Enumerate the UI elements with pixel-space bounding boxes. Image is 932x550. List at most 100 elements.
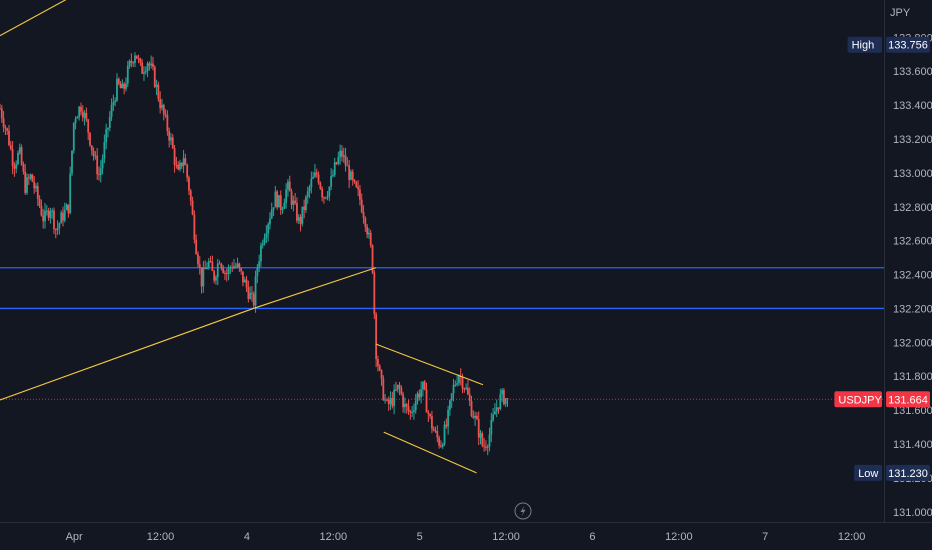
- candle-body-234: [420, 389, 423, 398]
- candle-body-55: [98, 174, 100, 176]
- candle-body-37: [65, 204, 68, 210]
- candle-body-70: [125, 83, 127, 89]
- candle-body-232: [416, 393, 419, 401]
- candle-body-58: [103, 142, 106, 159]
- candle-body-40: [71, 150, 73, 174]
- candle-body-18: [31, 174, 34, 182]
- y-tick-label: 132.800: [893, 202, 932, 214]
- candle-body-278: [499, 394, 502, 410]
- candle-body-86: [153, 66, 156, 87]
- candle-body-75: [134, 55, 136, 63]
- candle-body-222: [398, 384, 401, 388]
- candle-body-266: [477, 419, 480, 438]
- candle-body-209: [375, 314, 378, 360]
- candle-body-85: [152, 63, 154, 67]
- candle-body-150: [269, 218, 271, 225]
- candle-body-171: [306, 191, 309, 197]
- candle-body-38: [67, 204, 70, 214]
- candles: [0, 52, 509, 456]
- y-tick-label: 131.800: [893, 371, 932, 383]
- candle-body-143: [256, 267, 259, 277]
- horizontal-levels: [0, 267, 884, 310]
- candle-body-68: [121, 83, 124, 89]
- candle-body-123: [220, 263, 223, 268]
- candle-body-145: [260, 245, 262, 262]
- candle-body-225: [404, 403, 406, 408]
- candle-body-5: [8, 130, 10, 146]
- candle-body-186: [333, 162, 336, 175]
- candle-body-17: [29, 174, 32, 179]
- candle-body-139: [249, 292, 252, 299]
- candle-body-81: [144, 71, 147, 73]
- candle-body-179: [321, 188, 324, 198]
- candle-body-192: [344, 155, 347, 166]
- candle-body-177: [317, 174, 320, 183]
- candle-body-99: [177, 164, 180, 170]
- candle-body-262: [470, 400, 473, 417]
- candle-body-49: [87, 119, 90, 133]
- candle-body-101: [180, 162, 183, 167]
- candle-body-216: [387, 399, 390, 405]
- price-tag-value: 131.664: [888, 394, 928, 406]
- candle-body-80: [143, 72, 145, 74]
- candle-body-57: [101, 158, 104, 169]
- candle-body-277: [497, 407, 500, 410]
- candle-body-173: [310, 178, 313, 188]
- candle-body-109: [195, 239, 198, 254]
- candle-body-230: [413, 410, 415, 412]
- candle-body-183: [328, 186, 331, 196]
- candle-body-204: [366, 226, 369, 235]
- price-tag-low: Low 131.230: [854, 464, 930, 481]
- candle-body-163: [292, 200, 295, 205]
- y-tick-label: 133.400: [893, 100, 932, 112]
- candle-body-261: [468, 394, 471, 401]
- candle-body-155: [278, 195, 280, 208]
- candle-body-189: [339, 150, 342, 158]
- candle-body-140: [251, 292, 253, 294]
- x-tick-label: 4: [244, 531, 250, 543]
- candle-body-270: [485, 446, 487, 448]
- candle-body-180: [323, 197, 325, 199]
- candle-body-14: [24, 171, 27, 193]
- candle-body-30: [53, 210, 55, 230]
- candle-body-167: [299, 216, 302, 224]
- candle-body-36: [63, 209, 66, 221]
- candle-body-31: [54, 229, 57, 231]
- candle-body-132: [236, 263, 239, 267]
- candle-body-95: [170, 137, 172, 141]
- candle-body-130: [233, 266, 235, 269]
- candle-body-128: [229, 267, 232, 269]
- time-axis[interactable]: Apr 12:00 4 12:00 5 12:00 6 12:00 7 12:00: [0, 502, 932, 543]
- candle-body-96: [171, 137, 174, 149]
- candle-body-13: [22, 164, 25, 172]
- y-tick-label: 133.600: [893, 66, 932, 78]
- candle-body-124: [222, 267, 225, 273]
- candle-body-60: [107, 128, 109, 130]
- candle-body-148: [265, 233, 268, 238]
- candle-body-221: [396, 384, 399, 390]
- y-tick-label: 133.000: [893, 168, 932, 180]
- candle-body-119: [213, 270, 216, 281]
- candle-body-276: [495, 407, 498, 412]
- candle-body-144: [258, 261, 261, 268]
- candle-body-114: [204, 268, 207, 270]
- x-tick-label: 7: [762, 531, 768, 543]
- candle-body-100: [179, 162, 181, 170]
- candle-body-129: [231, 267, 234, 269]
- y-tick-label: 132.600: [893, 236, 932, 248]
- candle-body-135: [242, 271, 244, 283]
- candle-body-72: [128, 60, 131, 67]
- candle-body-66: [117, 78, 120, 84]
- trendlines: [0, 0, 484, 474]
- candle-body-47: [83, 112, 86, 118]
- trendline-0: [0, 307, 254, 401]
- candle-body-64: [114, 100, 117, 103]
- price-axis[interactable]: JPY 133.800133.600133.400133.200133.0001…: [884, 0, 932, 522]
- candle-body-25: [44, 210, 46, 222]
- lightning-icon[interactable]: [514, 502, 532, 520]
- candle-body-273: [490, 420, 493, 435]
- candle-body-241: [432, 428, 435, 431]
- candle-body-281: [504, 398, 507, 405]
- candle-body-122: [218, 263, 221, 265]
